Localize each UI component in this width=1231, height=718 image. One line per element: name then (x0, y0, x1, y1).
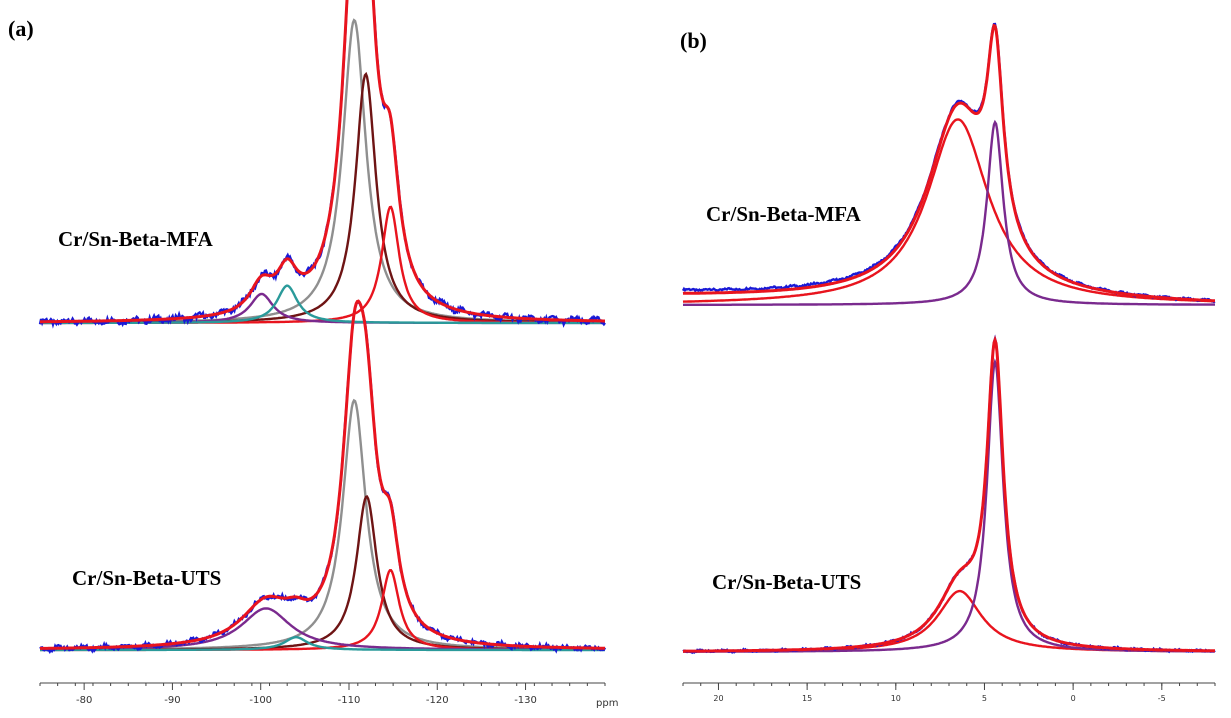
x-tick-label: -80 (76, 695, 92, 706)
fit-envelope (40, 299, 606, 650)
fit-component-1 (40, 398, 605, 651)
fit-component-1 (683, 589, 1215, 653)
fit-component-2 (683, 119, 1215, 306)
x-tick-label: -110 (338, 695, 361, 706)
fit-component-1 (682, 118, 1215, 303)
fit-envelope (40, 0, 605, 324)
panel-a-x-unit: ppm (596, 698, 618, 709)
x-tick-label: -100 (249, 695, 272, 706)
panel-b-top-sample-label: Cr/Sn-Beta-MFA (706, 202, 862, 226)
x-tick-label: 10 (891, 694, 901, 703)
x-tick-label: 15 (802, 694, 812, 703)
x-tick-label: 20 (713, 694, 723, 703)
fit-component-2 (40, 71, 605, 324)
panel-a-plot-area (38, 0, 607, 655)
fit-component-5 (40, 284, 605, 325)
x-tick-label: 0 (1071, 694, 1076, 703)
x-tick-label: -5 (1158, 694, 1166, 703)
fit-component-2 (683, 358, 1215, 653)
x-tick-label: -90 (164, 695, 180, 706)
spectrum-top (38, 0, 606, 329)
spectrum-top (681, 22, 1216, 306)
panel-a-top-sample-label: Cr/Sn-Beta-MFA (58, 227, 214, 251)
panel-a: (a) Cr/Sn-Beta-MFA Cr/Sn-Beta-UTS -80 -90… (8, 0, 618, 709)
panel-b-bottom-sample-label: Cr/Sn-Beta-UTS (712, 570, 861, 594)
panel-b-label: (b) (680, 28, 707, 53)
fit-component-1 (40, 18, 605, 324)
x-tick-label: -130 (514, 695, 537, 706)
panel-b-ticks: 20 15 10 5 0 -5 (682, 683, 1216, 703)
x-tick-label: -120 (426, 695, 449, 706)
panel-a-ticks: -80 -90 -100 -110 -120 -130 (39, 683, 606, 706)
x-tick-label: 5 (982, 694, 987, 703)
experimental-spectrum (39, 301, 607, 655)
fit-envelope (683, 335, 1215, 653)
spectrum-bottom (682, 334, 1216, 655)
fit-envelope (682, 23, 1215, 303)
panel-a-label: (a) (8, 16, 34, 41)
panel-a-bottom-sample-label: Cr/Sn-Beta-UTS (72, 566, 221, 590)
panel-b-plot-area (681, 22, 1216, 655)
experimental-spectrum (682, 334, 1216, 655)
experimental-spectrum (681, 22, 1216, 304)
spectrum-bottom (39, 299, 607, 655)
panel-b: (b) Cr/Sn-Beta-MFA Cr/Sn-Beta-UTS 20 15 10… (680, 22, 1216, 703)
